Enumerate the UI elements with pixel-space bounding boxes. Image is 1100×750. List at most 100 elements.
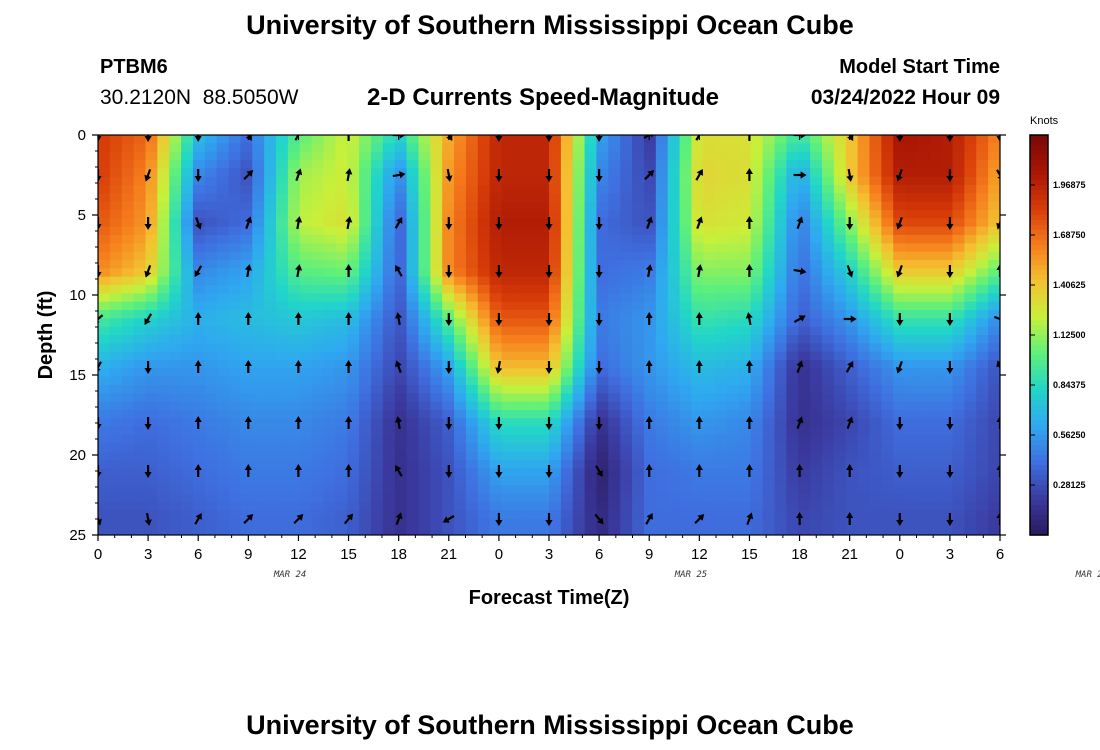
heatmap-cell: [667, 301, 681, 311]
heatmap-cell: [750, 360, 764, 369]
heatmap-cell: [382, 385, 396, 394]
heatmap-cell: [311, 526, 325, 535]
colorbar-segment: [1030, 355, 1048, 361]
heatmap-cell: [869, 510, 882, 519]
heatmap-cell: [988, 518, 1000, 528]
colorbar-segment: [1030, 260, 1048, 266]
heatmap-cell: [169, 451, 182, 461]
heatmap-cell: [940, 135, 954, 144]
heatmap-cell: [169, 526, 182, 535]
heatmap-cell: [299, 326, 313, 336]
heatmap-cell: [928, 351, 942, 361]
heatmap-cell: [620, 451, 633, 461]
heatmap-cell: [311, 160, 325, 169]
heatmap-cell: [667, 443, 681, 453]
heatmap-cell: [465, 201, 479, 211]
heatmap-cell: [845, 451, 859, 461]
current-arrow: [345, 360, 353, 373]
heatmap-cell: [905, 335, 918, 344]
heatmap-cell: [928, 168, 942, 178]
colorbar-segment: [1030, 510, 1048, 516]
heatmap-cell: [228, 276, 242, 286]
current-arrow: [394, 416, 403, 430]
heatmap-cell: [121, 218, 135, 228]
heatmap-cell: [691, 443, 704, 453]
heatmap-cell: [964, 185, 977, 194]
heatmap-cell: [560, 360, 574, 369]
heatmap-cell: [679, 451, 693, 461]
heatmap-cell: [952, 201, 965, 211]
colorbar-segment: [1030, 435, 1048, 441]
heatmap-cell: [786, 401, 799, 411]
heatmap-cell: [893, 260, 906, 269]
heatmap-cell: [157, 135, 170, 144]
heatmap-cell: [406, 251, 420, 261]
heatmap-cell: [454, 268, 467, 278]
heatmap-cell: [501, 435, 514, 444]
heatmap-cell: [679, 226, 693, 236]
heatmap-cell: [216, 251, 230, 261]
heatmap-cell: [821, 526, 835, 535]
heatmap-cell: [703, 393, 716, 403]
heatmap-cell: [715, 418, 728, 428]
colorbar-segment: [1030, 525, 1048, 531]
heatmap-cell: [525, 301, 538, 311]
heatmap-cell: [454, 260, 467, 269]
heatmap-cell: [857, 310, 871, 319]
heatmap-cell: [738, 293, 752, 303]
heatmap-cell: [264, 343, 277, 353]
heatmap-cell: [952, 360, 965, 369]
heatmap-cell: [584, 518, 598, 528]
heatmap-cell: [833, 401, 847, 411]
heatmap-cell: [715, 351, 728, 361]
heatmap-cell: [750, 160, 764, 169]
heatmap-cell: [537, 401, 550, 411]
heatmap-cell: [608, 485, 621, 494]
heatmap-cell: [276, 368, 289, 378]
heatmap-cell: [335, 243, 348, 253]
heatmap-cell: [98, 285, 111, 294]
heatmap-cell: [750, 260, 764, 269]
heatmap-cell: [240, 226, 253, 236]
heatmap-cell: [299, 343, 313, 353]
heatmap-cell: [608, 293, 621, 303]
heatmap-cell: [370, 201, 384, 211]
heatmap-cell: [916, 326, 930, 336]
heatmap-cell: [430, 143, 443, 153]
heatmap-cell: [560, 510, 574, 519]
heatmap-cell: [442, 510, 455, 519]
date-label: MAR 25: [674, 570, 708, 580]
heatmap-cell: [608, 276, 621, 286]
heatmap-cell: [560, 368, 574, 378]
heatmap-cell: [204, 435, 218, 444]
heatmap-cell: [560, 135, 574, 144]
heatmap-cell: [821, 285, 835, 294]
heatmap-cell: [750, 168, 764, 178]
heatmap-cell: [109, 235, 123, 244]
heatmap-cell: [727, 351, 740, 361]
station-coordinates: 30.2120N 88.5050W: [100, 86, 299, 109]
heatmap-cell: [240, 526, 253, 535]
heatmap-cell: [359, 210, 372, 219]
heatmap-cell: [952, 301, 965, 311]
heatmap-cell: [181, 293, 194, 303]
heatmap-cell: [287, 260, 301, 269]
heatmap-cell: [881, 268, 894, 278]
heatmap-cell: [157, 526, 170, 535]
heatmap-cell: [750, 318, 764, 328]
heatmap-cell: [169, 185, 182, 194]
heatmap-cell: [192, 335, 206, 344]
heatmap-cell: [335, 301, 348, 311]
heatmap-cell: [513, 276, 526, 286]
heatmap-cell: [133, 510, 147, 519]
current-arrow: [793, 267, 807, 275]
heatmap-cell: [347, 510, 360, 519]
heatmap-cell: [204, 468, 218, 478]
heatmap-cell: [727, 385, 740, 394]
current-arrow: [643, 135, 656, 139]
heatmap-cell: [845, 526, 859, 535]
heatmap-cell: [347, 376, 360, 386]
heatmap-cell: [549, 510, 562, 519]
heatmap-cell: [964, 485, 977, 494]
heatmap-cell: [952, 435, 965, 444]
